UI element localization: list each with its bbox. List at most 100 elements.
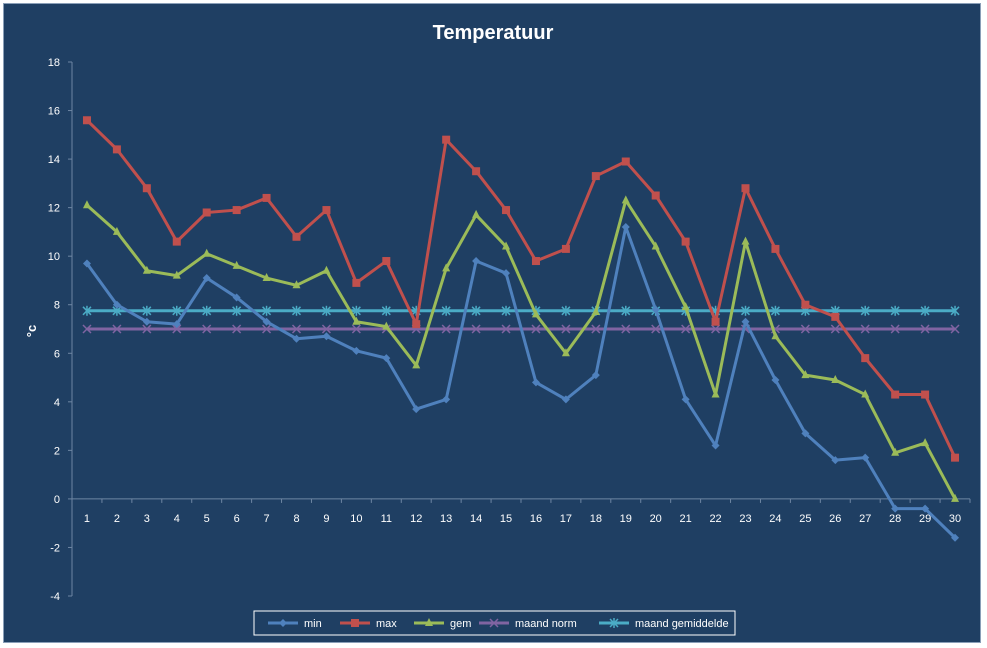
x-tick-label: 12 (410, 513, 422, 525)
data-point-maand-norm-stroke (441, 324, 451, 334)
data-point-maand-norm (890, 324, 900, 334)
data-point-max (771, 244, 780, 253)
data-point-max (561, 244, 570, 253)
x-tick-label: 28 (889, 513, 901, 525)
legend-item-maand-norm: maand norm (479, 618, 577, 630)
data-point-gem (891, 447, 900, 456)
data-point-gem (741, 236, 750, 245)
data-point-maand-norm-stroke (142, 324, 152, 334)
x-tick-label: 7 (264, 513, 270, 525)
data-point-maand-norm (561, 324, 571, 334)
data-point-max (292, 232, 301, 241)
data-point-max (921, 390, 930, 399)
legend-marker-maand-norm-stroke (489, 618, 499, 628)
series-layer (82, 116, 960, 542)
data-point-maand-norm (651, 324, 661, 334)
data-point-maand-norm (860, 324, 870, 334)
data-point-maand-norm-stroke (471, 324, 481, 334)
data-point-min (232, 293, 241, 302)
data-point-min (801, 429, 810, 438)
data-point-maand-norm-stroke (561, 324, 571, 334)
data-point-maand-gemiddelde (82, 305, 92, 316)
data-point-maand-norm-stroke (291, 324, 302, 334)
data-point-min (681, 395, 690, 404)
x-tick-label: 30 (949, 513, 961, 525)
data-point-min (172, 320, 181, 329)
data-point-maand-norm-stroke (711, 324, 721, 334)
data-point-maand-norm-stroke (830, 324, 840, 334)
x-tick-label: 18 (590, 513, 602, 525)
data-point-maand-gemiddelde (262, 305, 272, 316)
data-point-gem (861, 389, 870, 398)
x-tick-label: 19 (620, 513, 632, 525)
data-point-min (472, 257, 481, 266)
data-point-maand-norm (681, 324, 691, 334)
data-point-max (472, 167, 481, 176)
data-point-maand-gemiddelde (381, 305, 391, 316)
data-point-min (861, 453, 870, 462)
x-tick-label: 26 (829, 513, 841, 525)
data-point-gem (472, 209, 481, 218)
data-point-maand-norm (621, 324, 631, 334)
data-point-maand-norm (82, 324, 92, 334)
data-point-maand-norm-stroke (501, 324, 511, 334)
x-tick-label: 9 (323, 513, 329, 525)
legend-marker-max (351, 619, 359, 627)
chart-frame: Temperatuur °c -4 -2 0 2 4 6 8 10 12 14 16 18 1 2 3 4 5 6… (3, 3, 981, 643)
data-point-gem (531, 309, 540, 318)
x-tick-label: 17 (560, 513, 572, 525)
data-point-maand-norm (262, 324, 272, 334)
data-point-gem (651, 241, 660, 250)
data-point-min (771, 375, 780, 384)
x-tick-label: 25 (799, 513, 811, 525)
data-point-maand-gemiddelde (950, 305, 960, 316)
data-point-maand-norm (591, 324, 601, 334)
data-point-maand-gemiddelde (321, 305, 331, 316)
data-point-maand-norm (232, 324, 242, 334)
legend-marker-maand-norm (489, 618, 499, 628)
data-point-maand-norm-stroke (890, 324, 900, 334)
legend-label-max: max (376, 618, 397, 630)
data-point-gem (831, 374, 840, 383)
x-tick-label: 11 (381, 513, 392, 525)
data-point-gem (232, 260, 241, 269)
y-tick-label: 4 (54, 397, 60, 409)
data-point-min (262, 317, 271, 326)
data-point-max (951, 453, 960, 462)
data-point-maand-norm (202, 324, 212, 334)
x-tick-label: 21 (680, 513, 692, 525)
data-point-gem (112, 226, 121, 235)
legend-box (253, 610, 736, 636)
data-point-max (442, 135, 451, 144)
data-point-max (621, 157, 630, 166)
data-point-gem (322, 265, 331, 274)
data-point-gem (262, 273, 271, 282)
legend-label-maand-norm: maand norm (515, 618, 577, 630)
data-point-gem (442, 263, 451, 272)
data-point-max (651, 191, 660, 200)
data-point-maand-norm (800, 324, 810, 334)
data-point-gem (801, 370, 810, 379)
data-point-maand-norm-stroke (262, 324, 272, 334)
data-point-max (711, 317, 720, 326)
x-tick-label: 23 (739, 513, 751, 525)
series-line-max (85, 119, 957, 459)
y-tick-label: 12 (48, 203, 60, 215)
data-point-maand-norm-stroke (621, 324, 631, 334)
data-point-maand-norm-stroke (82, 324, 92, 334)
data-point-maand-norm-stroke (920, 324, 930, 334)
legend-label-gem: gem (450, 618, 471, 630)
y-tick-label: 0 (54, 494, 60, 506)
y-tick-label: 2 (54, 445, 60, 457)
data-point-max (112, 145, 121, 154)
data-point-min (891, 504, 900, 513)
legend-marker-gem (425, 618, 433, 626)
y-tick-label: 6 (54, 348, 60, 360)
x-tick-label: 6 (234, 513, 240, 525)
data-point-maand-norm (172, 324, 182, 334)
data-point-maand-norm (351, 324, 361, 334)
data-point-maand-gemiddelde (740, 305, 751, 316)
data-point-gem (771, 331, 780, 340)
series-gem (82, 195, 960, 502)
data-point-max (172, 237, 181, 246)
